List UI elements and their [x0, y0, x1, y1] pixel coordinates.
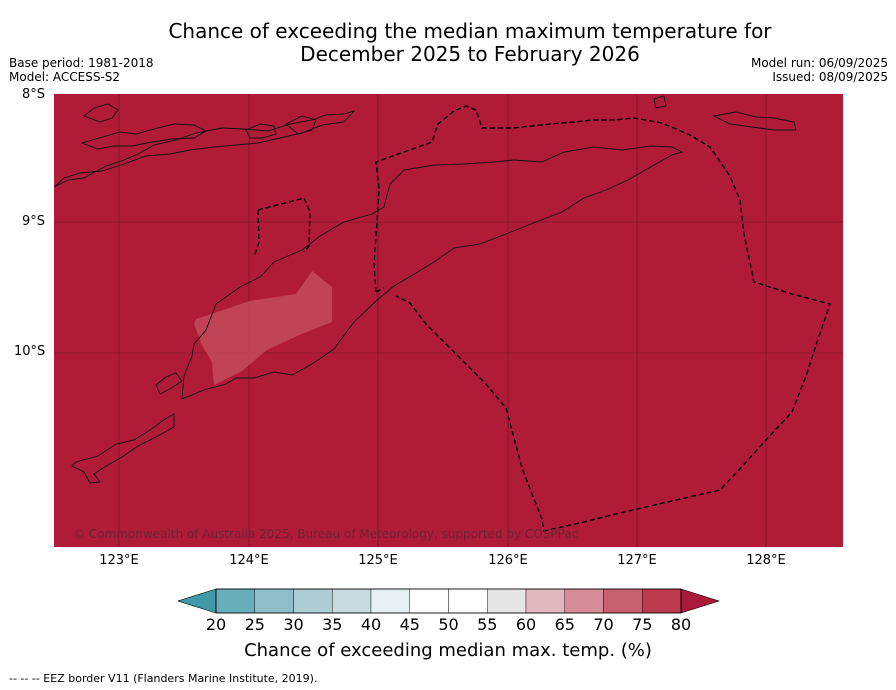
- graticule: [54, 94, 843, 547]
- lon-label-125e: 125°E: [358, 553, 398, 568]
- model-text: Model: ACCESS-S2: [9, 70, 121, 84]
- colorbar-bin: [487, 588, 527, 614]
- flores-alor-coastline: [54, 110, 356, 188]
- colorbar-tick-label: 55: [477, 615, 498, 634]
- colorbar-tick-label: 40: [360, 615, 382, 634]
- timor-coastline: [181, 145, 684, 400]
- colorbar-tick-label: 60: [515, 615, 537, 634]
- colorbar-tick-label: 20: [205, 615, 227, 634]
- colorbar-tick-label: 70: [593, 615, 614, 634]
- colorbar-bin: [215, 588, 255, 614]
- colorbar-label: Chance of exceeding median max. temp. (%…: [244, 640, 652, 661]
- lat-label-10s: 10°S: [14, 344, 46, 359]
- colorbar-tick-label: 25: [244, 615, 265, 634]
- island-coastline-southwest: [155, 372, 183, 395]
- colorbar-bin: [603, 588, 643, 614]
- colorbar-tick-label: 65: [554, 615, 575, 634]
- lat-label-8s: 8°S: [22, 87, 46, 102]
- island-coastline-alor: [285, 115, 317, 135]
- island-coastline-central: [245, 123, 277, 139]
- title-line-1: Chance of exceeding the median maximum t…: [168, 19, 772, 43]
- colorbar-bins: [215, 588, 682, 614]
- colorbar-bin: [525, 588, 565, 614]
- copyright-text: © Commonwealth of Australia 2025, Bureau…: [73, 527, 579, 541]
- map-title: Chance of exceeding the median maximum t…: [150, 20, 790, 66]
- model-run-text: Model run: 06/09/2025: [750, 56, 888, 70]
- colorbar-tick-label: 45: [399, 615, 420, 634]
- island-coastline-west: [80, 123, 207, 150]
- colorbar: [178, 588, 720, 614]
- base-info: Base period: 1981-2018 Model: ACCESS-S2: [9, 56, 154, 84]
- colorbar-bin: [564, 588, 604, 614]
- base-period-text: Base period: 1981-2018: [9, 56, 154, 70]
- sumba-coastline: [71, 413, 175, 484]
- colorbar-bin: [254, 588, 294, 614]
- probability-fill: [54, 94, 843, 547]
- colorbar-tick-label: 30: [283, 615, 304, 634]
- lon-label-127e: 127°E: [617, 553, 657, 568]
- lower-probability-patch: [194, 271, 332, 385]
- lon-label-126e: 126°E: [488, 553, 528, 568]
- island-coastline-north: [653, 95, 667, 109]
- forecast-map: [54, 94, 843, 547]
- colorbar-bin: [293, 588, 333, 614]
- title-line-2: December 2025 to February 2026: [300, 42, 640, 66]
- colorbar-tick-label: 50: [438, 615, 459, 634]
- colorbar-bin: [370, 588, 410, 614]
- colorbar-tick-label: 75: [632, 615, 653, 634]
- lon-label-124e: 124°E: [229, 553, 269, 568]
- colorbar-frame: [215, 588, 682, 614]
- colorbar-bin: [332, 588, 372, 614]
- eez-footnote: -- -- -- EEZ border V11 (Flanders Marine…: [9, 672, 318, 685]
- lon-label-123e: 123°E: [99, 553, 139, 568]
- lon-label-128e: 128°E: [746, 553, 786, 568]
- colorbar-under-arrow: [178, 588, 217, 614]
- eez-border: [253, 105, 831, 532]
- island-coastline-northwest: [83, 103, 119, 123]
- colorbar-bin: [642, 588, 682, 614]
- colorbar-over-arrow: [680, 588, 720, 614]
- run-info: Model run: 06/09/2025 Issued: 08/09/2025: [751, 56, 888, 84]
- colorbar-tick-label: 80: [670, 615, 692, 634]
- colorbar-bin: [409, 588, 449, 614]
- colorbar-bin: [448, 588, 488, 614]
- coastlines: [54, 95, 797, 484]
- island-coastline-east: [712, 111, 797, 131]
- issued-text: Issued: 08/09/2025: [772, 70, 888, 84]
- colorbar-tick-label: 35: [322, 615, 343, 634]
- lat-label-9s: 9°S: [22, 214, 46, 229]
